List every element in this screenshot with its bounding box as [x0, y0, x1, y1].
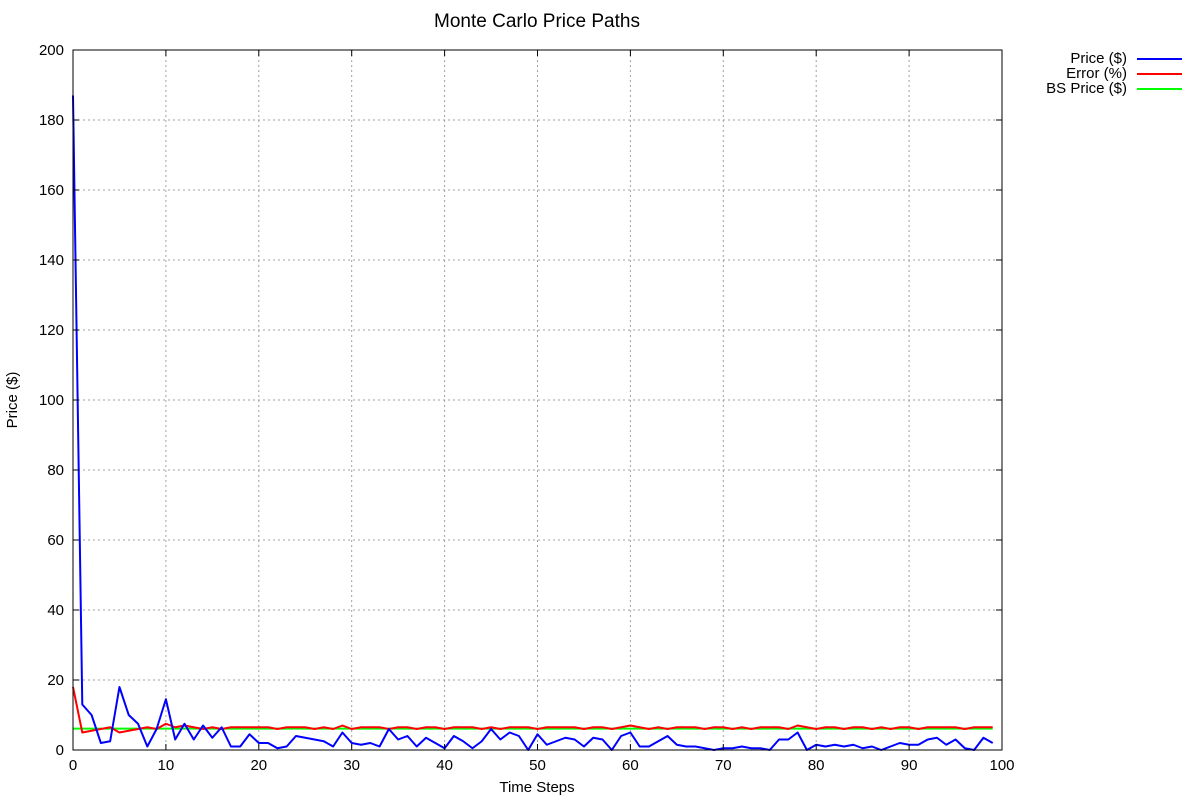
series-lines	[72, 95, 994, 751]
y-tick-label: 100	[39, 392, 64, 409]
y-tick-label: 180	[39, 112, 64, 129]
x-tick-label: 90	[901, 757, 918, 774]
y-tick-label: 120	[39, 322, 64, 339]
y-tick-label: 160	[39, 182, 64, 199]
x-tick-label: 50	[529, 757, 546, 774]
y-axis-label: Price ($)	[4, 372, 21, 429]
x-axis-label: Time Steps	[499, 779, 574, 796]
y-tick-label: 0	[56, 742, 64, 759]
x-tick-label: 70	[715, 757, 732, 774]
legend-label: Error (%)	[1066, 65, 1127, 82]
x-tick-label: 30	[343, 757, 360, 774]
y-tick-label: 80	[47, 462, 64, 479]
grid-lines	[73, 50, 1002, 750]
x-tick-label: 80	[808, 757, 825, 774]
axis-ticks: 0 10 20 30 40 50 60 70 80 90 100 0 20 40 60 80 100 120 140…	[39, 42, 1015, 774]
x-tick-label: 10	[158, 757, 175, 774]
legend: Price ($)Error (%)BS Price ($)	[1046, 50, 1182, 97]
x-tick-label: 20	[250, 757, 267, 774]
y-tick-label: 20	[47, 672, 64, 689]
x-tick-label: 40	[436, 757, 453, 774]
legend-label: Price ($)	[1070, 50, 1127, 67]
series-line-price	[72, 95, 994, 751]
y-tick-label: 140	[39, 252, 64, 269]
y-tick-label: 40	[47, 602, 64, 619]
series-line-error	[72, 686, 993, 734]
chart-title: Monte Carlo Price Paths	[434, 11, 640, 32]
x-tick-label: 0	[69, 757, 77, 774]
x-tick-label: 100	[989, 757, 1014, 774]
y-tick-label: 60	[47, 532, 64, 549]
x-tick-label: 60	[622, 757, 639, 774]
legend-label: BS Price ($)	[1046, 80, 1127, 97]
y-tick-label: 200	[39, 42, 64, 59]
